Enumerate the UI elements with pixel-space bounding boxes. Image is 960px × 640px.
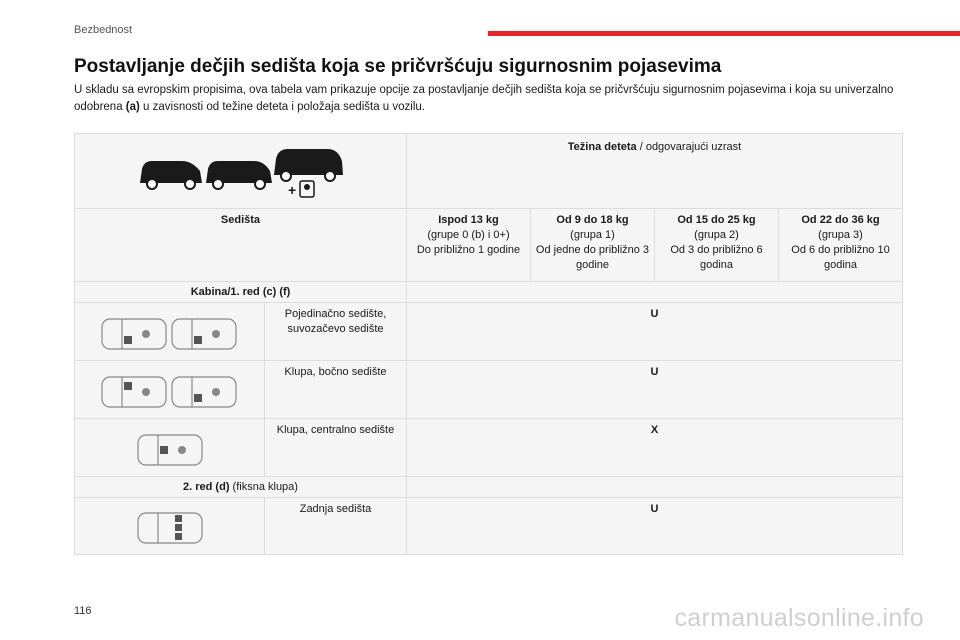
table-row: Klupa, bočno sedište U xyxy=(74,360,903,419)
child-seat-table: + Težina deteta / odgovarajući uzrast Se… xyxy=(74,133,903,555)
intro-note-ref: (a) xyxy=(125,101,140,113)
group-number: (grupa 3) xyxy=(818,229,863,241)
seat-position-label: Zadnja sedišta xyxy=(264,497,407,555)
seat-position-value: U xyxy=(406,302,903,361)
intro-text-2: u zavisnosti od težine deteta i položaja… xyxy=(139,101,425,113)
group-weight: Ispod 13 kg xyxy=(438,214,499,226)
group-weight: Od 9 do 18 kg xyxy=(556,214,629,226)
group-cell: Od 15 do 25 kg (grupa 2) Od 3 do približno… xyxy=(654,208,779,282)
car-seat-diagram-icon xyxy=(100,317,237,350)
table-row: Zadnja sedišta U xyxy=(74,497,903,555)
group-cell: Od 9 do 18 kg (grupa 1) Od jedne do pribli… xyxy=(530,208,655,282)
svg-text:+: + xyxy=(288,182,296,198)
section-label-second-bold: 2. red (d) xyxy=(183,480,230,493)
table-row: Pojedinačno sedište, suvozačevo sedište … xyxy=(74,302,903,361)
group-weight: Od 22 do 36 kg xyxy=(801,214,880,226)
weight-header: Težina deteta / odgovarajući uzrast xyxy=(406,133,903,209)
seat-diagram-cell xyxy=(74,302,265,361)
car-seat-diagram-icon xyxy=(136,433,203,466)
seat-position-value: U xyxy=(406,497,903,555)
page-title: Postavljanje dečjih sedišta koja se prič… xyxy=(74,56,722,77)
car-seat-diagram-icon xyxy=(136,512,203,544)
group-cell: Od 22 do 36 kg (grupa 3) Od 6 do približno… xyxy=(778,208,903,282)
weight-header-bold: Težina deteta xyxy=(567,141,637,153)
group-age: Do približno 1 godine xyxy=(416,244,521,256)
vehicles-icon: + xyxy=(139,149,343,198)
accent-bar xyxy=(488,31,960,36)
group-age: Od jedne do približno 3 godine xyxy=(535,244,650,271)
group-age: Od 3 do približno 6 godina xyxy=(670,244,763,271)
section-label-second: 2. red (d) (fiksna klupa) xyxy=(74,476,407,498)
group-number: (grupe 0 (b) i 0+) xyxy=(427,229,510,241)
car-seat-diagram-icon xyxy=(100,375,237,408)
intro-text-1: U skladu sa evropskim propisima, ova tab… xyxy=(74,84,894,113)
group-number: (grupa 1) xyxy=(570,229,615,241)
section-row-cabin: Kabina/1. red (c) (f) xyxy=(74,281,903,303)
watermark: carmanualsonline.info xyxy=(674,604,924,632)
groups-row: Sedišta Ispod 13 kg (grupe 0 (b) i 0+) Do … xyxy=(74,208,903,282)
section-title: Bezbednost xyxy=(74,24,133,36)
seat-position-label: Klupa, centralno sedište xyxy=(264,418,407,477)
seat-position-value: U xyxy=(406,360,903,419)
seat-position-label: Pojedinačno sedište, suvozačevo sedište xyxy=(264,302,407,361)
seats-label: Sedišta xyxy=(220,214,261,226)
table-header-row: + Težina deteta / odgovarajući uzrast xyxy=(74,133,903,209)
group-cell: Ispod 13 kg (grupe 0 (b) i 0+) Do približn… xyxy=(406,208,531,282)
group-number: (grupa 2) xyxy=(694,229,739,241)
vehicles-cell: + xyxy=(74,133,407,209)
section-row-second: 2. red (d) (fiksna klupa) xyxy=(74,476,903,498)
section-label-second-rest: (fiksna klupa) xyxy=(229,480,298,493)
intro-paragraph: U skladu sa evropskim propisima, ova tab… xyxy=(74,82,894,116)
seat-diagram-cell xyxy=(74,418,265,477)
seat-position-value: X xyxy=(406,418,903,477)
group-age: Od 6 do približno 10 godina xyxy=(791,244,890,271)
section-label-cabin: Kabina/1. red (c) (f) xyxy=(74,281,407,303)
table-row: Klupa, centralno sedište X xyxy=(74,418,903,477)
seat-diagram-cell xyxy=(74,360,265,419)
group-weight: Od 15 do 25 kg xyxy=(677,214,756,226)
seat-position-label: Klupa, bočno sedište xyxy=(264,360,407,419)
page-number: 116 xyxy=(74,605,92,617)
seats-label-cell: Sedišta xyxy=(74,208,407,282)
weight-header-rest: / odgovarajući uzrast xyxy=(636,141,742,153)
seat-diagram-cell xyxy=(74,497,265,555)
